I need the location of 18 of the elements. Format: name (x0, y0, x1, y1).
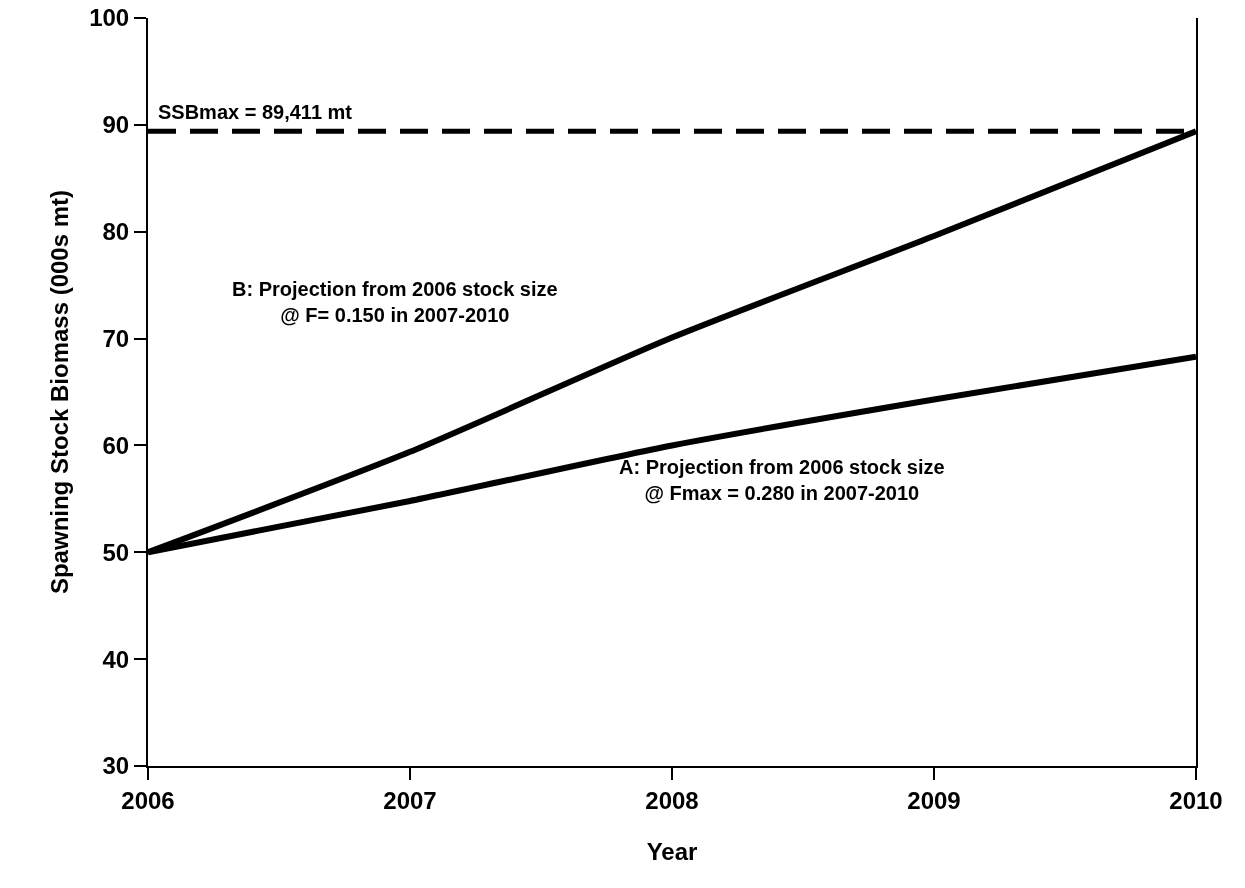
x-tick-label: 2007 (383, 786, 437, 814)
y-tick-label: 90 (102, 111, 130, 139)
y-tick-label: 80 (102, 218, 130, 246)
y-axis-title: Spawning Stock Biomass (000s mt) (45, 189, 73, 595)
y-tick-label: 40 (102, 645, 130, 673)
y-tick-label: 70 (102, 324, 130, 352)
x-axis-title: Year (646, 837, 698, 865)
y-tick-label: 30 (102, 752, 130, 780)
series-label: A: Projection from 2006 stock size @ Fmax = 0.280 in 2007-2010 (619, 456, 945, 504)
text: B: Projection from 2006 stock size @ F= 0.150 in 2007-2010 (232, 278, 558, 326)
x-tick-label: 2010 (1169, 786, 1223, 814)
x-tick-label: 2006 (121, 786, 175, 814)
y-tick-label: 60 (102, 431, 130, 459)
x-tick-label: 2008 (645, 786, 699, 814)
y-tick-label: 100 (89, 4, 130, 32)
ref-line-label: SSBmax = 89,411 mt (158, 101, 353, 123)
y-tick-label: 50 (102, 538, 130, 566)
x-tick-label: 2009 (907, 786, 961, 814)
